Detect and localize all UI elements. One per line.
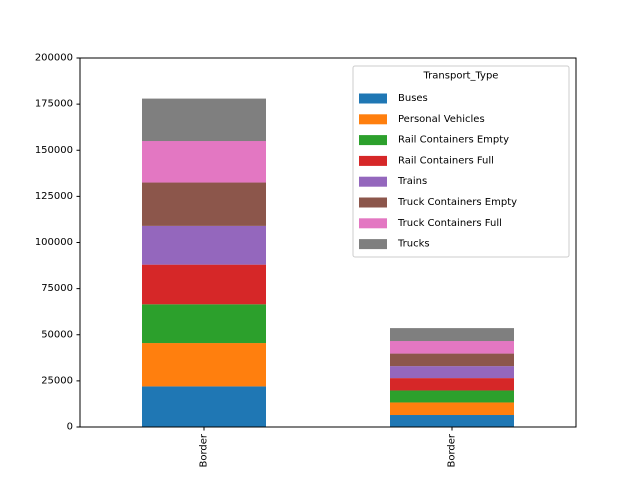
bar-segment-2-personal-vehicles	[390, 402, 514, 416]
legend-swatch	[359, 239, 387, 250]
bars-layer	[142, 98, 514, 427]
legend-label: Rail Containers Empty	[398, 135, 509, 146]
legend-swatch	[359, 155, 387, 166]
y-tick-label: 75000	[41, 283, 73, 294]
legend-label: Rail Containers Full	[398, 155, 494, 166]
legend-label: Truck Containers Full	[397, 218, 502, 229]
legend-swatch	[359, 218, 387, 229]
y-tick-label: 125000	[35, 191, 73, 202]
bar-segment-2-truck-containers-empty	[390, 353, 514, 367]
bar-segment-1-buses	[142, 386, 266, 427]
legend-swatch	[359, 93, 387, 104]
legend-swatch	[359, 135, 387, 146]
bar-segment-1-rail-containers-empty	[142, 304, 266, 344]
y-tick-label: 175000	[35, 99, 73, 110]
bar-segment-2-buses	[390, 415, 514, 427]
legend-swatch	[359, 114, 387, 125]
legend-label: Personal Vehicles	[398, 114, 485, 125]
x-tick-label: Border	[447, 433, 458, 467]
legend: Transport_Type Buses Personal Vehicles Rail…	[352, 65, 570, 258]
legend-swatch	[359, 197, 387, 208]
legend-box	[352, 65, 570, 258]
bar-segment-1-personal-vehicles	[142, 343, 266, 387]
legend-title: Transport_Type	[423, 71, 499, 82]
y-tick-label: 200000	[35, 53, 73, 64]
legend-label: Truck Containers Empty	[397, 197, 517, 208]
y-tick-label: 100000	[35, 237, 73, 248]
bar-segment-1-truck-containers-full	[142, 141, 266, 183]
bar-segment-1-trucks	[142, 98, 266, 142]
legend-label: Trains	[397, 176, 427, 187]
bar-segment-2-truck-containers-full	[390, 341, 514, 354]
bar-segment-1-truck-containers-empty	[142, 182, 266, 226]
legend-label: Trucks	[397, 239, 430, 250]
y-tick-label: 25000	[41, 375, 73, 386]
legend-label: Buses	[398, 93, 428, 104]
y-tick-label: 0	[67, 422, 73, 433]
bar-segment-1-trains	[142, 225, 266, 265]
bar-segment-1-rail-containers-full	[142, 264, 266, 305]
bar-segment-2-rail-containers-empty	[390, 390, 514, 403]
bar-segment-2-rail-containers-full	[390, 378, 514, 391]
bar-segment-2-trucks	[390, 328, 514, 342]
y-tick-label: 50000	[41, 329, 73, 340]
axes-layer: 0 25000 50000 75000 100000 125000 150000 175000…	[35, 53, 577, 468]
y-tick-label: 150000	[35, 145, 73, 156]
x-tick-label: Border	[199, 433, 210, 467]
legend-swatch	[359, 176, 387, 187]
bar-segment-2-trains	[390, 366, 514, 379]
